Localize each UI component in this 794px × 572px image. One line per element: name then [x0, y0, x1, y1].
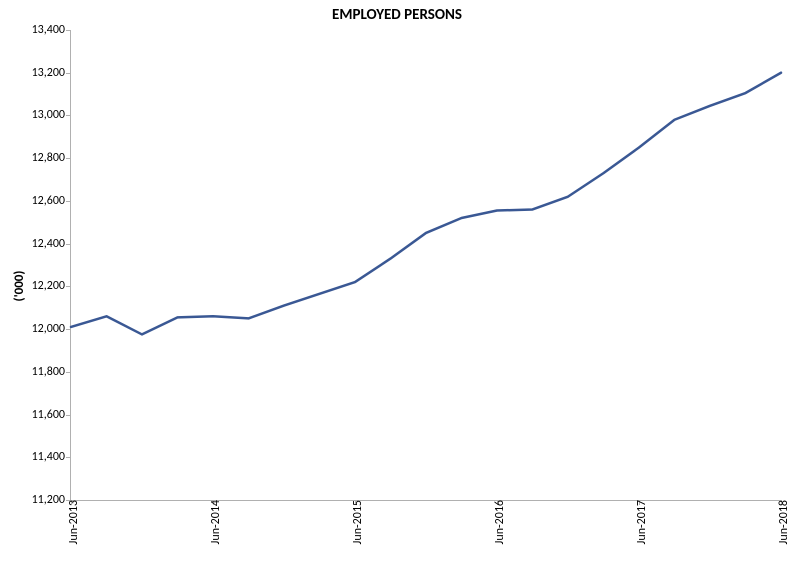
x-tick-label: Jun-2013	[61, 500, 81, 544]
y-tick-label: 12,800	[32, 151, 71, 165]
data-line	[71, 73, 781, 335]
x-tick-label: Jun-2017	[629, 500, 649, 544]
x-tick-label: Jun-2018	[771, 500, 791, 544]
y-tick-label: 12,600	[32, 194, 71, 208]
y-axis-label: ('000)	[12, 271, 27, 302]
x-tick-label: Jun-2014	[203, 500, 223, 544]
y-tick-label: 11,600	[32, 408, 71, 422]
y-tick-label: 11,400	[32, 450, 71, 464]
plot-area: 11,20011,40011,60011,80012,00012,20012,4…	[70, 30, 781, 501]
y-tick-label: 12,200	[32, 279, 71, 293]
y-tick-label: 11,800	[32, 365, 71, 379]
chart-container: EMPLOYED PERSONS ('000) 11,20011,40011,6…	[0, 0, 794, 572]
y-tick-label: 13,000	[32, 108, 71, 122]
y-tick-label: 12,000	[32, 322, 71, 336]
x-tick-label: Jun-2015	[345, 500, 365, 544]
line-series-svg	[71, 30, 781, 500]
y-tick-label: 12,400	[32, 237, 71, 251]
x-tick-label: Jun-2016	[487, 500, 507, 544]
y-tick-label: 13,400	[32, 23, 71, 37]
y-tick-label: 13,200	[32, 66, 71, 80]
chart-title: EMPLOYED PERSONS	[0, 6, 794, 24]
